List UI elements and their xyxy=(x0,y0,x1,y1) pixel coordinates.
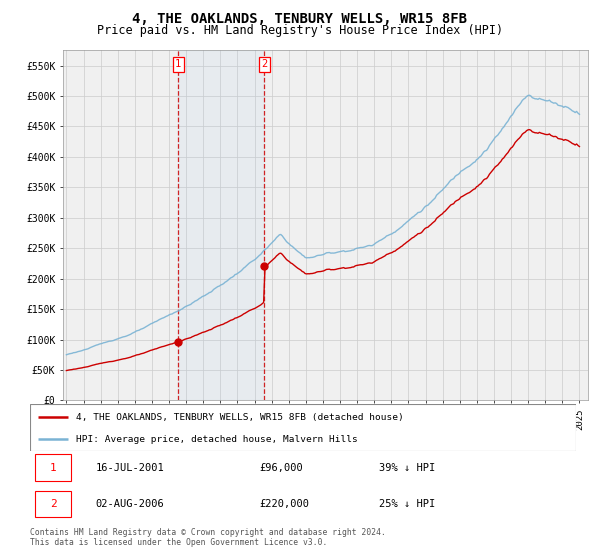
Text: 16-JUL-2001: 16-JUL-2001 xyxy=(95,463,164,473)
Text: HPI: Average price, detached house, Malvern Hills: HPI: Average price, detached house, Malv… xyxy=(76,435,358,444)
FancyBboxPatch shape xyxy=(35,491,71,517)
Text: 1: 1 xyxy=(175,59,181,69)
Bar xyxy=(178,50,265,400)
Text: Contains HM Land Registry data © Crown copyright and database right 2024.
This d: Contains HM Land Registry data © Crown c… xyxy=(30,528,386,547)
Text: 2: 2 xyxy=(262,59,268,69)
Text: £96,000: £96,000 xyxy=(259,463,303,473)
Text: Price paid vs. HM Land Registry's House Price Index (HPI): Price paid vs. HM Land Registry's House … xyxy=(97,24,503,36)
Text: £220,000: £220,000 xyxy=(259,499,310,509)
Text: 4, THE OAKLANDS, TENBURY WELLS, WR15 8FB (detached house): 4, THE OAKLANDS, TENBURY WELLS, WR15 8FB… xyxy=(76,413,404,422)
Text: 1: 1 xyxy=(50,463,56,473)
Text: 02-AUG-2006: 02-AUG-2006 xyxy=(95,499,164,509)
Text: 4, THE OAKLANDS, TENBURY WELLS, WR15 8FB: 4, THE OAKLANDS, TENBURY WELLS, WR15 8FB xyxy=(133,12,467,26)
Text: 2: 2 xyxy=(50,499,56,509)
Text: 39% ↓ HPI: 39% ↓ HPI xyxy=(379,463,436,473)
Text: 25% ↓ HPI: 25% ↓ HPI xyxy=(379,499,436,509)
FancyBboxPatch shape xyxy=(35,454,71,481)
